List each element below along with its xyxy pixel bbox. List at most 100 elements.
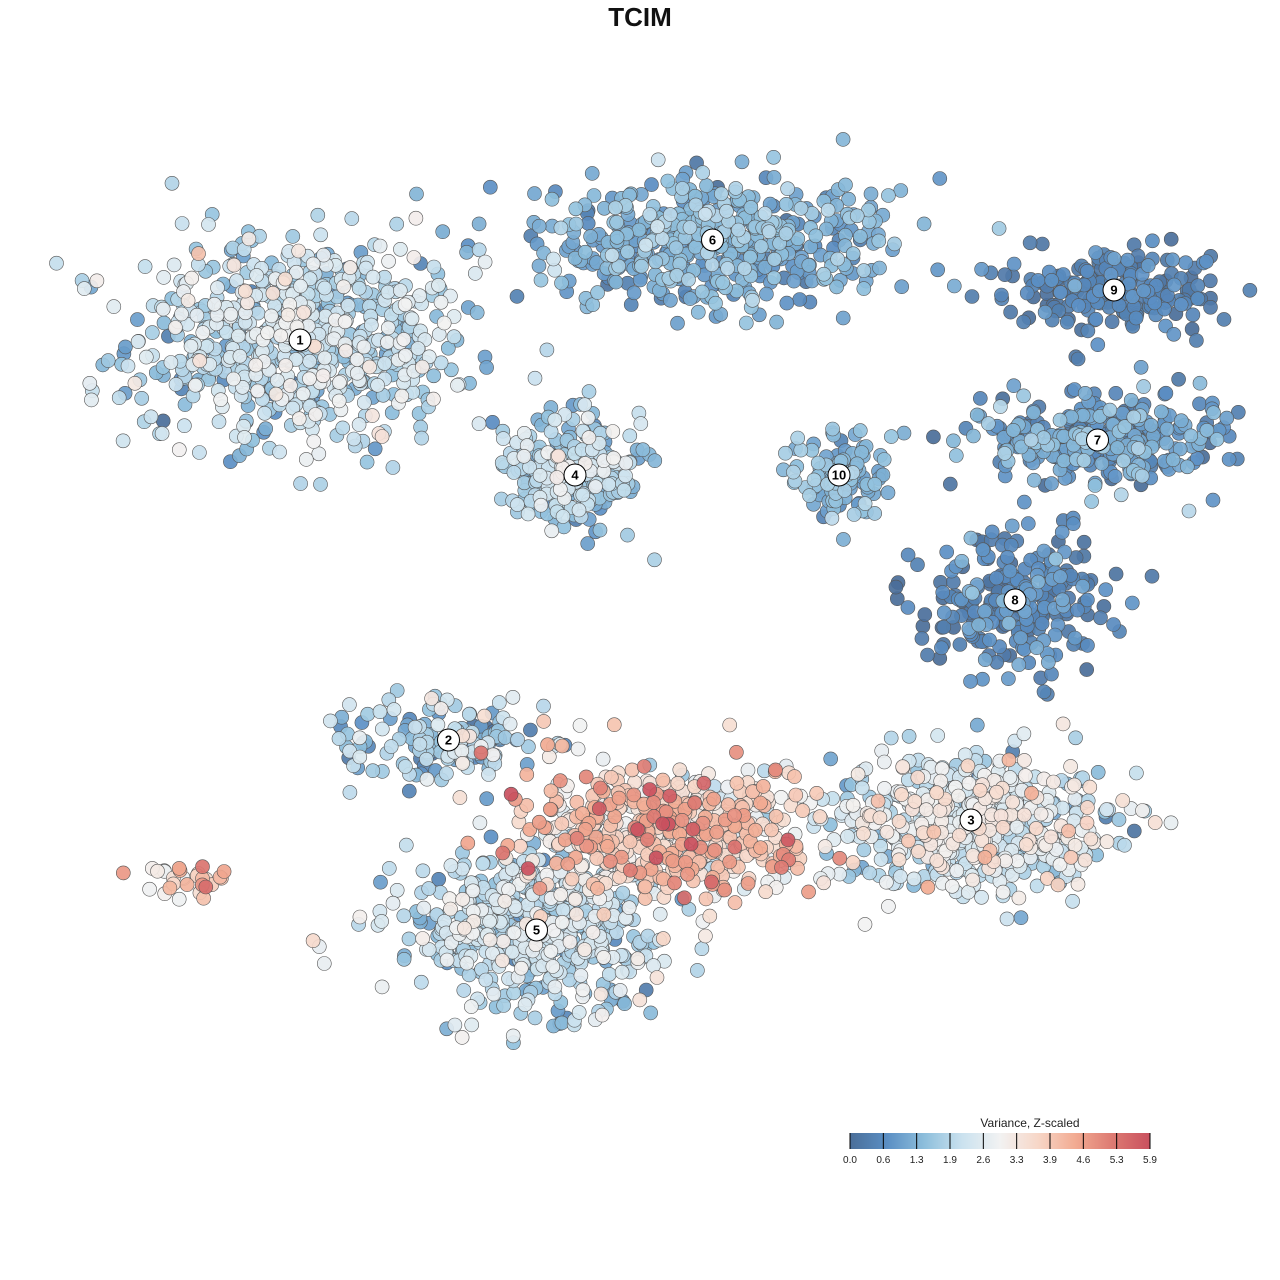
data-point — [478, 972, 494, 988]
data-point — [1067, 630, 1083, 646]
data-point — [459, 955, 475, 971]
data-point — [111, 390, 127, 406]
data-point — [293, 476, 308, 491]
data-point — [100, 353, 116, 368]
data-point — [415, 863, 431, 879]
data-point — [1219, 410, 1235, 426]
data-point — [727, 895, 743, 910]
data-point — [555, 509, 571, 524]
data-point — [883, 730, 899, 746]
data-point — [1189, 451, 1205, 466]
data-point — [407, 719, 423, 735]
data-point — [910, 770, 926, 785]
data-point — [849, 208, 865, 224]
data-point — [283, 378, 298, 393]
data-point — [618, 468, 633, 484]
data-point — [150, 863, 165, 879]
data-point — [315, 368, 331, 384]
data-point — [896, 425, 912, 441]
data-point — [1090, 337, 1106, 353]
data-point — [554, 275, 569, 291]
data-point — [778, 445, 793, 461]
data-point — [1116, 453, 1131, 469]
colorbar-tick-label: 5.3 — [1110, 1155, 1124, 1166]
data-point — [969, 717, 985, 733]
data-point — [1129, 765, 1144, 781]
data-point — [340, 298, 356, 313]
data-point — [604, 248, 620, 263]
data-point — [1192, 375, 1208, 391]
data-point — [581, 384, 597, 399]
data-point — [1080, 800, 1095, 815]
data-point — [856, 281, 872, 296]
data-point — [523, 722, 538, 738]
data-point — [541, 749, 557, 765]
data-point — [568, 216, 584, 232]
data-point — [1006, 256, 1022, 272]
data-point — [930, 728, 946, 743]
data-point — [171, 891, 187, 907]
data-point — [581, 430, 597, 445]
data-point — [680, 866, 695, 882]
data-point — [662, 788, 678, 804]
data-point — [269, 373, 285, 388]
data-point — [502, 716, 518, 732]
data-point — [1018, 837, 1034, 853]
data-point — [1163, 231, 1179, 247]
data-point — [835, 310, 851, 326]
data-point — [764, 822, 779, 838]
cluster-label: 4 — [571, 468, 579, 483]
data-point — [331, 393, 347, 409]
data-point — [1023, 432, 1039, 448]
data-point — [1192, 396, 1207, 412]
data-point — [593, 780, 608, 796]
data-point — [790, 430, 806, 446]
data-point — [547, 979, 563, 995]
data-point — [1068, 730, 1083, 746]
cluster-label: 8 — [1011, 593, 1018, 608]
data-point — [471, 242, 487, 258]
data-point — [572, 718, 588, 733]
data-point — [540, 737, 555, 753]
data-point — [482, 914, 497, 929]
data-point — [532, 467, 548, 483]
data-point — [1075, 578, 1090, 594]
data-point — [992, 639, 1007, 655]
data-point — [893, 183, 909, 198]
data-point — [642, 207, 658, 222]
data-point — [780, 832, 796, 848]
data-point — [682, 220, 698, 235]
data-point — [951, 788, 966, 804]
data-point — [975, 542, 991, 558]
data-point — [894, 787, 909, 802]
data-point — [1231, 404, 1246, 420]
data-point — [377, 356, 392, 371]
data-point — [1013, 910, 1029, 926]
data-point — [1107, 469, 1123, 484]
data-point — [767, 251, 782, 267]
data-point — [946, 278, 962, 294]
data-point — [876, 754, 892, 770]
data-point — [342, 785, 358, 800]
data-point — [364, 408, 380, 423]
data-point — [622, 428, 638, 444]
data-point — [471, 216, 487, 232]
data-point — [675, 181, 690, 196]
data-point — [734, 154, 750, 170]
data-point — [840, 829, 855, 844]
data-point — [617, 996, 632, 1012]
data-point — [555, 902, 571, 918]
colorbar-tick-label: 0.0 — [843, 1155, 857, 1166]
data-point — [766, 150, 781, 165]
data-point — [155, 413, 171, 429]
data-point — [455, 891, 470, 907]
data-point — [1016, 726, 1032, 742]
data-point — [568, 201, 584, 217]
data-point — [595, 751, 611, 767]
data-point — [1019, 285, 1035, 301]
data-point — [439, 766, 454, 781]
data-point — [631, 222, 647, 238]
data-point — [845, 797, 861, 813]
data-point — [503, 786, 519, 802]
data-point — [643, 1005, 659, 1021]
